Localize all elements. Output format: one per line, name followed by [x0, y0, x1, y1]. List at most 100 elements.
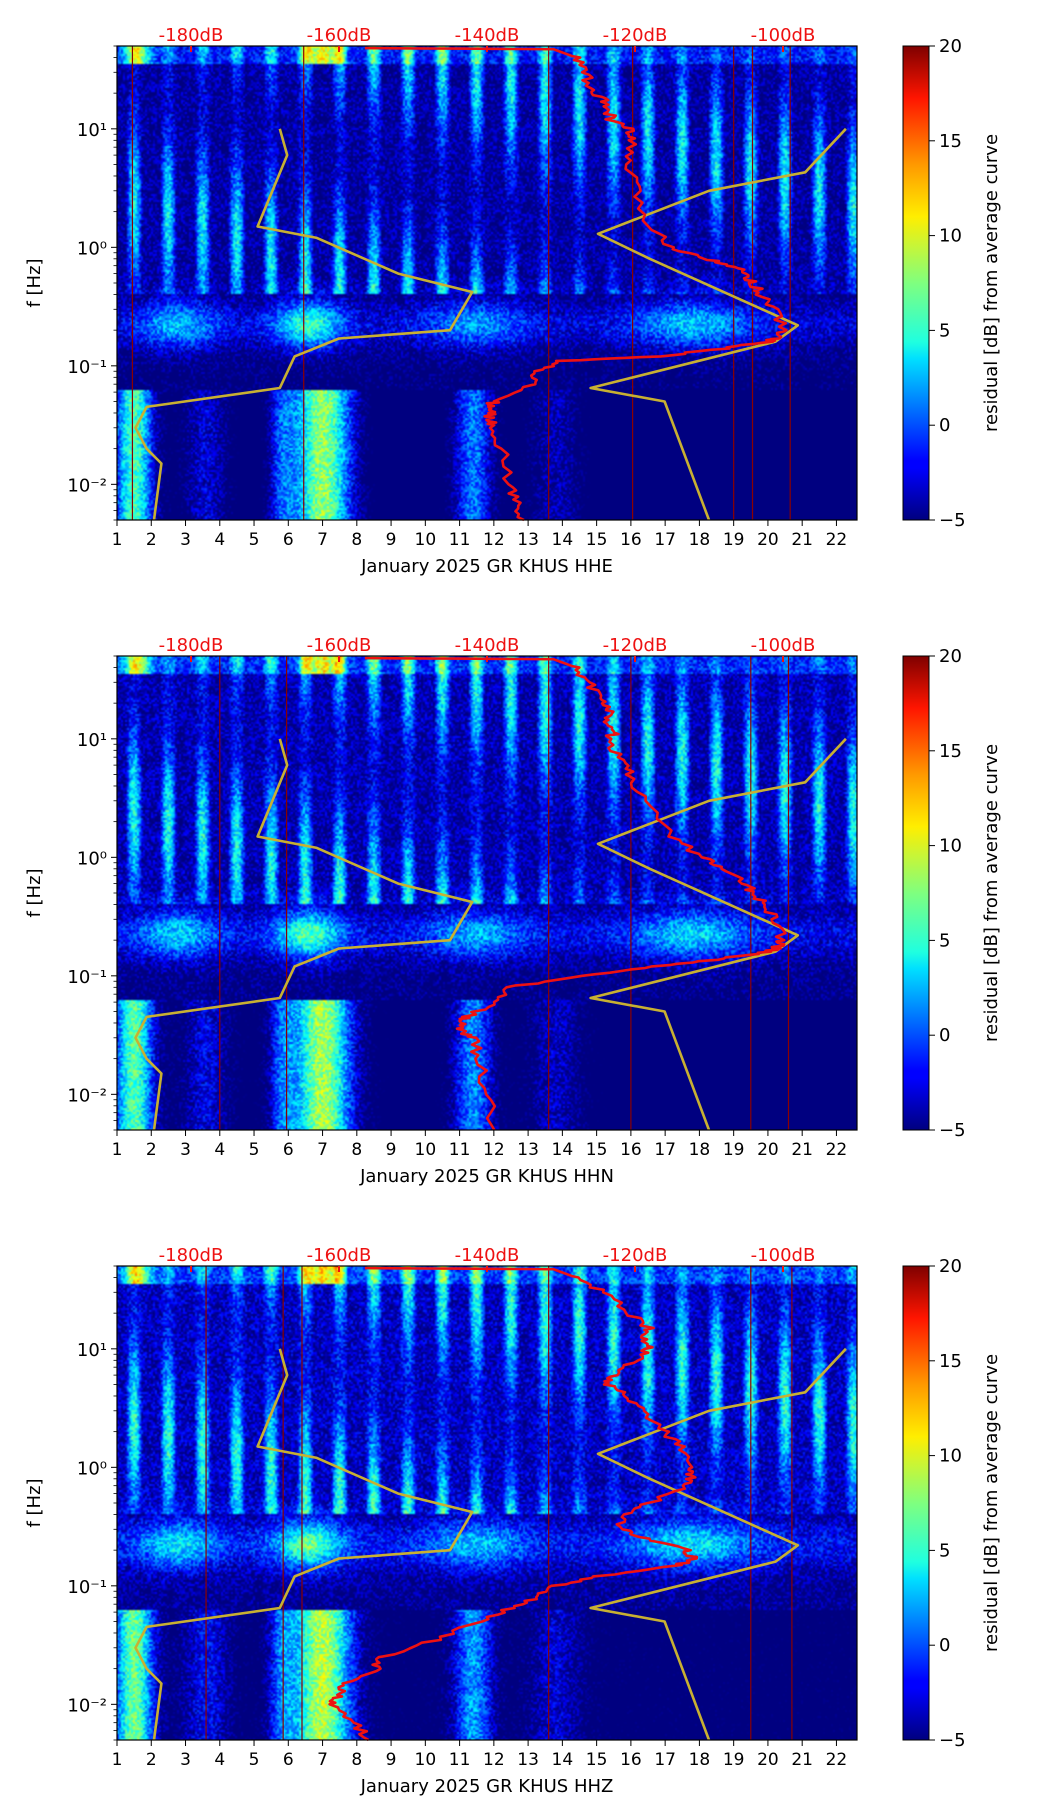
y-axis-label: f [Hz] [24, 868, 45, 917]
colorbar [902, 1265, 930, 1741]
x-tick-label: 2 [146, 530, 157, 550]
colorbar-tick-label: 10 [939, 226, 962, 247]
y-axis-label: f [Hz] [24, 258, 45, 307]
new-low-noise-model-curve [134, 738, 474, 1131]
x-tick-label: 8 [351, 530, 362, 550]
x-tick-label: 9 [386, 1750, 397, 1770]
colorbar-tick-label: −5 [939, 1120, 966, 1141]
db-tick-label: -140dB [455, 1245, 520, 1266]
x-tick-label: 14 [552, 1140, 574, 1160]
y-tick-label: 10⁰ [77, 848, 107, 869]
spectrogram-panel-hhn: 1 2 3 4 5 6 7 8 9 10 11 12 13 14 15 16 17 18 19 20 21 2210⁻²1… [24, 635, 1002, 1187]
colorbar [902, 45, 930, 521]
colorbar-tick-label: 15 [939, 1351, 962, 1372]
x-tick-label: 15 [586, 1750, 608, 1770]
db-tick-label: -140dB [455, 635, 520, 656]
colorbar-label: residual [dB] from average curve [981, 744, 1002, 1042]
x-tick-label: 12 [483, 530, 505, 550]
x-tick-label: 20 [757, 1140, 779, 1160]
y-tick-label: 10⁻² [67, 1085, 107, 1106]
x-tick-label: 5 [249, 530, 260, 550]
median-psd-curve [328, 1266, 699, 1742]
x-tick-label: 22 [826, 1140, 848, 1160]
db-tick-label: -100dB [751, 635, 816, 656]
x-tick-label: 11 [449, 530, 471, 550]
x-tick-label: 6 [283, 530, 294, 550]
x-tick-label: 10 [415, 1140, 437, 1160]
y-tick-label: 10⁻² [67, 475, 107, 496]
x-tick-label: 10 [415, 1750, 437, 1770]
colorbar-tick-label: −5 [939, 1730, 966, 1751]
x-tick-label: 13 [517, 1750, 539, 1770]
colorbar-tick-label: 15 [939, 131, 962, 152]
spectrogram-image [117, 1266, 857, 1740]
spectrogram-image [117, 46, 857, 520]
db-tick-label: -120dB [603, 1245, 668, 1266]
x-tick-label: 2 [146, 1140, 157, 1160]
y-tick-label: 10¹ [77, 1340, 107, 1361]
y-tick-label: 10¹ [77, 120, 107, 141]
x-tick-label: 4 [214, 1750, 225, 1770]
x-tick-label: 18 [689, 1140, 711, 1160]
colorbar-tick-label: 0 [939, 1025, 950, 1046]
x-tick-label: 7 [317, 1140, 328, 1160]
x-tick-label: 22 [826, 530, 848, 550]
x-tick-label: 6 [283, 1750, 294, 1770]
y-tick-label: 10¹ [77, 730, 107, 751]
x-tick-label: 3 [180, 1750, 191, 1770]
y-tick-label: 10⁻² [67, 1695, 107, 1716]
db-tick-label: -160dB [307, 25, 372, 46]
x-tick-label: 3 [180, 1140, 191, 1160]
colorbar-tick-label: 20 [939, 36, 962, 57]
x-tick-label: 18 [689, 530, 711, 550]
colorbar-tick-label: 5 [939, 1540, 950, 1561]
colorbar-tick-label: 10 [939, 1446, 962, 1467]
db-tick-label: -100dB [751, 1245, 816, 1266]
x-tick-label: 14 [552, 1750, 574, 1770]
db-tick-label: -140dB [455, 25, 520, 46]
median-psd-curve [364, 656, 787, 1131]
colorbar-tick-label: −5 [939, 510, 966, 531]
x-axis-label: January 2025 GR KHUS HHZ [360, 1776, 614, 1797]
x-axis-label: January 2025 GR KHUS HHN [359, 1166, 614, 1187]
colorbar-tick-label: 20 [939, 646, 962, 667]
x-tick-label: 18 [689, 1750, 711, 1770]
x-tick-label: 13 [517, 1140, 539, 1160]
x-tick-label: 16 [620, 530, 642, 550]
y-tick-label: 10⁻¹ [67, 1577, 107, 1598]
x-tick-label: 12 [483, 1140, 505, 1160]
spectrogram-panel-hhz: 1 2 3 4 5 6 7 8 9 10 11 12 13 14 15 16 17 18 19 20 21 2210⁻²1… [24, 1245, 1002, 1797]
new-low-noise-model-curve [134, 128, 474, 521]
spectrogram-panel-hhe: 1 2 3 4 5 6 7 8 9 10 11 12 13 14 15 16 17 18 19 20 21 2210⁻²1… [24, 25, 1002, 577]
new-high-noise-model-curve [589, 127, 847, 521]
x-tick-label: 8 [351, 1750, 362, 1770]
db-tick-label: -180dB [159, 635, 224, 656]
new-low-noise-model-curve [134, 1348, 474, 1741]
colorbar-tick-label: 20 [939, 1256, 962, 1277]
y-tick-label: 10⁻¹ [67, 967, 107, 988]
x-tick-label: 4 [214, 1140, 225, 1160]
new-high-noise-model-curve [589, 737, 847, 1131]
x-tick-label: 15 [586, 1140, 608, 1160]
colorbar-tick-label: 15 [939, 741, 962, 762]
x-tick-label: 17 [654, 530, 676, 550]
x-tick-label: 13 [517, 530, 539, 550]
x-tick-label: 9 [386, 530, 397, 550]
x-tick-label: 5 [249, 1750, 260, 1770]
x-tick-label: 8 [351, 1140, 362, 1160]
x-tick-label: 1 [112, 530, 123, 550]
db-tick-label: -160dB [307, 1245, 372, 1266]
x-tick-label: 1 [112, 1750, 123, 1770]
x-tick-label: 19 [723, 1140, 745, 1160]
x-tick-label: 21 [791, 530, 813, 550]
x-axis-label: January 2025 GR KHUS HHE [360, 556, 613, 577]
x-tick-label: 14 [552, 530, 574, 550]
x-tick-label: 19 [723, 530, 745, 550]
x-tick-label: 1 [112, 1140, 123, 1160]
colorbar-tick-label: 0 [939, 1635, 950, 1656]
median-psd-curve [364, 46, 788, 522]
db-tick-label: -180dB [159, 25, 224, 46]
x-tick-label: 5 [249, 1140, 260, 1160]
spectrogram-image [117, 656, 857, 1130]
